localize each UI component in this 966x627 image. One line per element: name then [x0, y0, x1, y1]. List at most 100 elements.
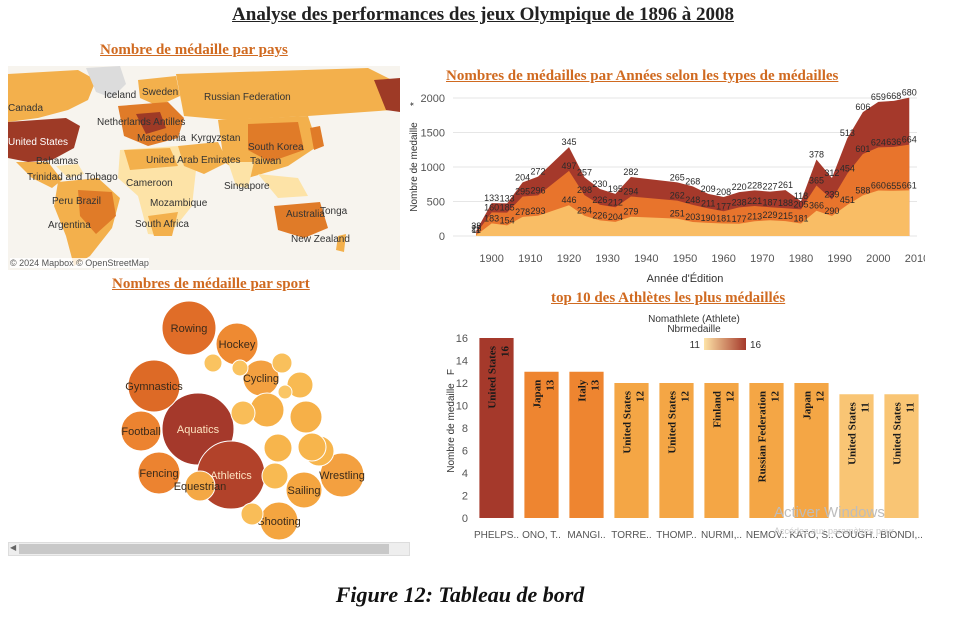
- map-scandinavia: [138, 76, 180, 106]
- scroll-thumb[interactable]: [19, 544, 389, 554]
- area-series-1: [476, 190, 910, 236]
- bubble-fencing: [137, 451, 181, 495]
- area-chart[interactable]: 0 500 1000 1500 2000 1900 1910 1920 1930 1940 1950…: [405, 88, 925, 288]
- bubble-wrestling: [319, 452, 365, 498]
- dashboard-title: Analyse des performances des jeux Olympi…: [232, 4, 734, 25]
- bar-category-label: NEMOV..: [746, 530, 787, 541]
- bubble-minor: [263, 433, 293, 463]
- area-data-label: 680: [902, 88, 917, 98]
- bar-value-label: 12: [635, 391, 647, 403]
- bar-chart[interactable]: 0 2 4 6 8 10 12 14 16 Nombre de medaille F Nomathle…: [440, 310, 930, 548]
- map-label-russia: Russian Federation: [204, 92, 291, 103]
- bar-country-label: United States: [622, 390, 634, 453]
- bar-ytick-label: 16: [456, 333, 468, 345]
- area-xtick-label: 2010: [905, 253, 925, 265]
- area-xtick-label: 1980: [789, 253, 813, 265]
- area-data-label: 366: [809, 201, 824, 211]
- area-data-label: 446: [561, 195, 576, 205]
- bar-category-label: MANGI..: [567, 530, 605, 541]
- map-credit: © 2024 Mapbox © OpenStreetMap: [10, 258, 149, 268]
- area-data-label: 227: [763, 182, 778, 192]
- bar-value-label: 11: [860, 402, 872, 412]
- area-data-label: 204: [608, 212, 623, 222]
- map-label-australia: Australia: [286, 209, 325, 220]
- horizontal-scrollbar[interactable]: ◀: [8, 542, 410, 556]
- bubble-label: Aquatics: [177, 424, 220, 436]
- area-data-label: 181: [793, 214, 808, 224]
- area-data-label: 378: [809, 149, 824, 159]
- bubble-minor: [230, 400, 256, 426]
- area-data-label: 220: [732, 182, 747, 192]
- area-ytick-label: 500: [427, 197, 445, 209]
- area-data-label: 668: [886, 91, 901, 101]
- bar-value-label: 11: [905, 402, 917, 412]
- area-data-label: 262: [670, 191, 685, 201]
- map-europe-core: [136, 112, 166, 134]
- bar-value-label: 12: [770, 391, 782, 403]
- bar: [569, 371, 604, 518]
- area-data-label: 295: [515, 186, 530, 196]
- bubble-label: Wrestling: [319, 470, 365, 482]
- map-africa-north: [124, 148, 178, 170]
- bar-ylabel-mark: F: [446, 369, 457, 375]
- bubble-minor: [289, 400, 323, 434]
- area-data-label: 659: [871, 92, 886, 102]
- bar-country-label: Japan: [532, 380, 544, 409]
- bubble-label: Sailing: [287, 485, 320, 497]
- area-data-label: 601: [855, 144, 870, 154]
- area-data-label: 606: [855, 102, 870, 112]
- area-xtick-label: 1910: [518, 253, 542, 265]
- windows-watermark-sub: Accédez aux paramètres pour: [774, 526, 895, 536]
- bar-category-label: TORRE..: [611, 530, 651, 541]
- area-data-label: 203: [685, 212, 700, 222]
- bubble-minor: [277, 384, 293, 400]
- area-data-label: 655: [886, 181, 901, 191]
- area-data-label: 345: [561, 137, 576, 147]
- bar-country-label: United States: [667, 390, 679, 453]
- area-data-label: 454: [840, 164, 855, 174]
- bar-value-label: 12: [680, 391, 692, 403]
- area-data-label: 190: [701, 213, 716, 223]
- bubble-label: Shooting: [257, 516, 300, 528]
- bar-category-label: COUGH..: [835, 530, 878, 541]
- bubble-chart[interactable]: Aquatics Athletics Rowing Gymnastics Hockey F…: [110, 292, 370, 542]
- area-data-label: 118: [794, 191, 808, 201]
- bubble-label: Fencing: [139, 468, 178, 480]
- bar-ytick-label: 10: [456, 401, 468, 413]
- bubble-minor: [240, 502, 264, 526]
- area-data-label: 183: [484, 213, 499, 223]
- area-data-label: 293: [531, 206, 546, 216]
- map-india: [228, 162, 254, 188]
- bar-legend-max: 16: [750, 340, 762, 351]
- map-label-south-africa: South Africa: [135, 219, 189, 230]
- area-data-label: 278: [515, 207, 530, 217]
- area-data-label: 226: [592, 195, 607, 205]
- bar: [524, 371, 559, 518]
- area-data-label: 205: [793, 199, 808, 209]
- area-xtick-label: 1940: [634, 253, 658, 265]
- area-data-label: 661: [902, 180, 917, 190]
- map-label-bahamas: Bahamas: [36, 156, 79, 167]
- map-china: [248, 122, 304, 162]
- map-label-trinidad: Trinidad and Tobago: [27, 172, 118, 183]
- bar: [614, 383, 649, 518]
- area-data-label: 221: [747, 196, 762, 206]
- area-ytick-label: 1000: [421, 162, 445, 174]
- area-data-label: 290: [824, 206, 839, 216]
- map-label-usa: United States: [8, 137, 69, 148]
- area-xtick-label: 1930: [595, 253, 619, 265]
- area-data-label: 513: [840, 128, 855, 138]
- bar-country-label: United States: [847, 402, 859, 465]
- bubble-minor: [231, 359, 249, 377]
- bar: [704, 383, 739, 518]
- area-xtick-label: 1960: [711, 253, 735, 265]
- scroll-left-arrow-icon[interactable]: ◀: [10, 543, 17, 552]
- area-data-label: 265: [670, 172, 685, 182]
- area-data-label: 11: [472, 225, 481, 235]
- area-data-label: 294: [577, 206, 592, 216]
- world-map[interactable]: Canada Iceland Sweden Russian Federation…: [8, 66, 400, 270]
- area-data-label: 268: [685, 176, 700, 186]
- bar: [839, 394, 874, 518]
- bar-value-label: 12: [725, 391, 737, 403]
- bar-category-label: KATO, S..: [789, 530, 833, 541]
